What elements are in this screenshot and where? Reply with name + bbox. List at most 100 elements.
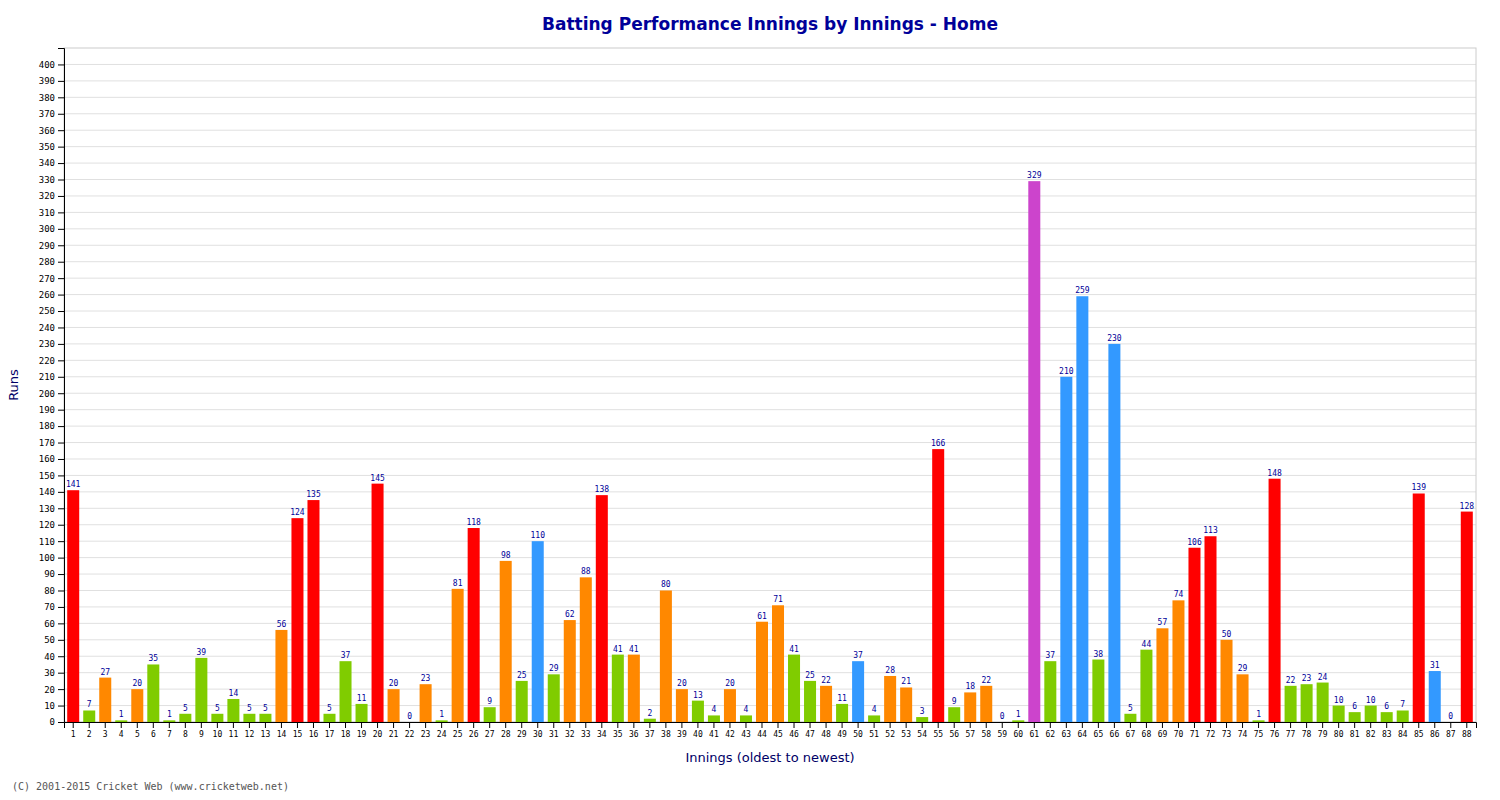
y-tick: 260 — [39, 290, 64, 300]
x-tick-mark — [633, 722, 634, 728]
x-tick-label: 81 — [1350, 730, 1360, 739]
x-tick-label: 43 — [741, 730, 751, 739]
grid-line — [64, 130, 1476, 131]
y-tick-mark — [58, 689, 64, 690]
bar — [564, 620, 576, 722]
data-label: 1 — [119, 710, 124, 719]
x-tick-mark — [745, 722, 746, 728]
y-tick-label: 60 — [44, 619, 55, 629]
y-tick-mark — [58, 81, 64, 82]
x-tick-mark — [473, 722, 474, 728]
bar — [147, 664, 159, 722]
x-tick-label: 62 — [1045, 730, 1055, 739]
x-tick: 23 — [421, 722, 431, 739]
y-tick-mark — [58, 590, 64, 591]
data-label: 230 — [1107, 334, 1122, 343]
x-tick: 15 — [293, 722, 303, 739]
x-tick-mark — [826, 722, 827, 728]
x-tick-mark — [1274, 722, 1275, 728]
x-tick-label: 45 — [773, 730, 783, 739]
y-tick: 250 — [39, 306, 64, 316]
y-tick: 320 — [39, 191, 64, 201]
bar — [1333, 706, 1345, 722]
bar — [243, 714, 255, 722]
y-tick-mark — [58, 541, 64, 542]
x-tick: 22 — [405, 722, 415, 739]
x-tick: 18 — [341, 722, 351, 739]
x-tick: 11 — [229, 722, 239, 739]
plot: 1417271203515395145556124135537111452002… — [39, 48, 1477, 739]
x-tick: 2 — [87, 722, 92, 739]
x-tick-label: 78 — [1302, 730, 1312, 739]
grid-line — [64, 80, 1476, 81]
y-tick-mark — [58, 147, 64, 148]
x-tick-mark — [89, 722, 90, 728]
bar — [884, 676, 896, 722]
y-tick-mark — [58, 410, 64, 411]
y-tick: 300 — [39, 224, 64, 234]
x-tick: 45 — [773, 722, 783, 739]
x-tick-label: 60 — [1013, 730, 1023, 739]
data-label: 0 — [1000, 712, 1005, 721]
y-tick-mark — [58, 130, 64, 131]
y-tick-mark — [58, 311, 64, 312]
x-tick-mark — [281, 722, 282, 728]
grid-line — [64, 475, 1476, 476]
bar — [1076, 296, 1088, 722]
x-tick-mark — [521, 722, 522, 728]
x-tick: 87 — [1446, 722, 1456, 739]
x-tick-label: 27 — [485, 730, 495, 739]
bar — [1253, 720, 1265, 722]
data-label: 139 — [1412, 483, 1427, 492]
bar — [932, 449, 944, 722]
bar — [1221, 640, 1233, 722]
bar — [131, 689, 143, 722]
data-label: 13 — [693, 691, 703, 700]
x-tick-mark — [778, 722, 779, 728]
data-label: 62 — [565, 610, 575, 619]
bar — [916, 717, 928, 722]
x-tick-label: 88 — [1462, 730, 1472, 739]
x-tick: 34 — [597, 722, 607, 739]
x-tick: 27 — [485, 722, 495, 739]
x-tick-mark — [713, 722, 714, 728]
data-label: 71 — [773, 595, 783, 604]
y-tick-mark — [58, 574, 64, 575]
bar — [692, 701, 704, 722]
y-tick-label: 240 — [39, 323, 55, 333]
bar — [275, 630, 287, 722]
x-tick: 85 — [1414, 722, 1424, 739]
x-tick: 28 — [501, 722, 511, 739]
y-tick-label: 330 — [39, 175, 55, 185]
y-tick-mark — [58, 64, 64, 65]
x-tick: 69 — [1158, 722, 1168, 739]
y-tick: 130 — [39, 504, 64, 514]
x-tick: 61 — [1029, 722, 1039, 739]
x-tick: 64 — [1078, 722, 1088, 739]
grid-line — [64, 179, 1476, 180]
x-tick: 81 — [1350, 722, 1360, 739]
x-tick: 78 — [1302, 722, 1312, 739]
bar — [1349, 712, 1361, 722]
bar — [67, 490, 79, 722]
x-tick-label: 33 — [581, 730, 591, 739]
x-tick-label: 40 — [693, 730, 703, 739]
x-tick: 30 — [533, 722, 543, 739]
x-tick: 80 — [1334, 722, 1344, 739]
data-label: 20 — [132, 679, 142, 688]
y-tick-label: 210 — [39, 372, 55, 382]
x-tick-label: 2 — [87, 730, 92, 739]
x-tick-mark — [457, 722, 458, 728]
y-tick-mark — [58, 673, 64, 674]
x-tick-mark — [1434, 722, 1435, 728]
x-tick: 7 — [167, 722, 172, 739]
x-tick: 47 — [805, 722, 815, 739]
bar — [852, 661, 864, 722]
x-tick-label: 37 — [645, 730, 655, 739]
x-tick-label: 53 — [901, 730, 911, 739]
x-tick-label: 17 — [325, 730, 335, 739]
grid-line — [64, 261, 1476, 262]
x-tick-label: 87 — [1446, 730, 1456, 739]
x-tick-mark — [1402, 722, 1403, 728]
x-tick-mark — [105, 722, 106, 728]
